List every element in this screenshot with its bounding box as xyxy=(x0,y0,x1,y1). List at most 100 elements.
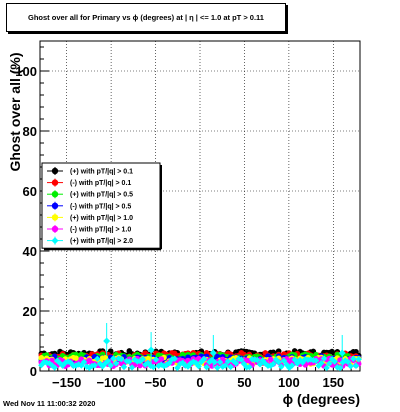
data-point xyxy=(240,360,248,368)
data-point xyxy=(166,359,173,367)
legend-marker xyxy=(51,191,59,198)
data-point xyxy=(355,356,362,363)
data-point xyxy=(171,355,178,362)
data-point xyxy=(38,362,45,369)
data-point xyxy=(331,358,338,365)
data-point xyxy=(99,363,106,370)
data-point xyxy=(350,355,357,362)
data-point xyxy=(227,363,234,371)
legend-label: (+) with pT/|q| > 0.1 xyxy=(70,169,133,176)
data-point xyxy=(75,361,82,368)
data-point xyxy=(160,362,168,370)
data-point xyxy=(139,356,146,363)
legend-marker xyxy=(51,214,59,221)
data-point xyxy=(200,355,208,363)
data-point xyxy=(128,364,136,371)
timestamp: Wed Nov 11 11:00:32 2020 xyxy=(3,399,96,408)
data-point xyxy=(246,363,253,371)
y-tick-label: 40 xyxy=(23,244,37,259)
data-point xyxy=(209,349,217,357)
data-point xyxy=(323,364,330,372)
data-point xyxy=(256,361,264,368)
data-point xyxy=(46,360,53,367)
data-point xyxy=(174,364,181,372)
data-point xyxy=(216,358,224,366)
data-point xyxy=(208,356,216,364)
series-7 xyxy=(38,323,362,372)
data-point xyxy=(338,349,346,357)
data-point xyxy=(278,363,285,370)
data-point xyxy=(158,356,165,362)
tick-labels: −150 −100 −50 0 50 100 150 0 20 40 60 80 100 xyxy=(15,64,344,390)
legend-label: (+) with pT/|q| > 0.5 xyxy=(70,192,133,199)
data-point xyxy=(136,357,144,365)
data-point xyxy=(203,363,210,371)
x-tick-label: −150 xyxy=(52,375,81,390)
data-point xyxy=(238,356,245,363)
data-point xyxy=(318,359,325,367)
data-point xyxy=(214,364,221,371)
data-marks xyxy=(38,323,362,372)
data-point xyxy=(312,357,320,364)
legend-marker xyxy=(51,237,59,245)
y-tick-label: 20 xyxy=(23,304,37,319)
data-point xyxy=(275,358,282,366)
data-point xyxy=(347,362,354,370)
data-point xyxy=(104,357,112,365)
data-point xyxy=(54,357,61,364)
y-tick-label: 80 xyxy=(23,124,37,139)
data-point xyxy=(320,355,328,362)
x-axis-label: ϕ (degrees) xyxy=(283,391,360,407)
chart-title: Ghost over all for Primary vs ϕ (degrees… xyxy=(6,3,286,32)
data-point xyxy=(254,356,261,364)
legend-label: (-) with pT/|q| > 0.1 xyxy=(70,180,131,187)
data-point xyxy=(288,362,296,369)
data-point xyxy=(352,362,360,369)
legend-marker xyxy=(51,167,59,175)
data-point xyxy=(192,359,200,367)
data-point xyxy=(137,362,143,369)
y-tick-label: 60 xyxy=(23,184,37,199)
legend-label: (+) with pT/|q| > 2.0 xyxy=(70,238,133,245)
data-point xyxy=(94,355,101,362)
data-point xyxy=(270,360,277,368)
data-point xyxy=(344,358,352,366)
data-point xyxy=(326,360,333,367)
y-tick-label: 100 xyxy=(15,64,37,79)
data-point xyxy=(115,355,122,362)
data-point xyxy=(91,362,98,369)
data-point xyxy=(110,355,117,362)
data-point xyxy=(224,358,232,365)
legend-label: (-) with pT/|q| > 0.5 xyxy=(70,203,131,210)
x-tick-label: 100 xyxy=(278,375,300,390)
legend-marker xyxy=(51,179,59,186)
legend-label: (-) with pT/|q| > 1.0 xyxy=(70,227,131,234)
data-point xyxy=(107,362,114,369)
legend-marker xyxy=(51,202,59,209)
data-point xyxy=(150,363,157,371)
data-point xyxy=(152,356,160,363)
x-tick-label: 0 xyxy=(196,375,203,390)
data-point xyxy=(222,362,229,369)
data-point xyxy=(120,363,128,371)
x-tick-label: −100 xyxy=(96,375,125,390)
data-point xyxy=(103,337,111,345)
legend-marker xyxy=(51,225,59,233)
data-point xyxy=(83,363,90,370)
data-point xyxy=(195,363,202,370)
y-axis-label: Ghost over all (%) xyxy=(7,52,23,171)
x-tick-label: −50 xyxy=(145,375,167,390)
data-point xyxy=(112,360,120,367)
data-point xyxy=(51,364,58,371)
data-point xyxy=(336,364,344,372)
data-point xyxy=(280,357,288,364)
data-point xyxy=(232,360,240,367)
axes xyxy=(39,40,361,372)
legend-label: (+) with pT/|q| > 1.0 xyxy=(70,215,133,222)
data-point xyxy=(67,359,74,366)
data-point xyxy=(38,355,45,361)
x-tick-label: 150 xyxy=(322,375,344,390)
data-point xyxy=(267,356,274,363)
legend: (+) with pT/|q| > 0.1 (-) with pT/|q| > 0… xyxy=(41,162,162,251)
